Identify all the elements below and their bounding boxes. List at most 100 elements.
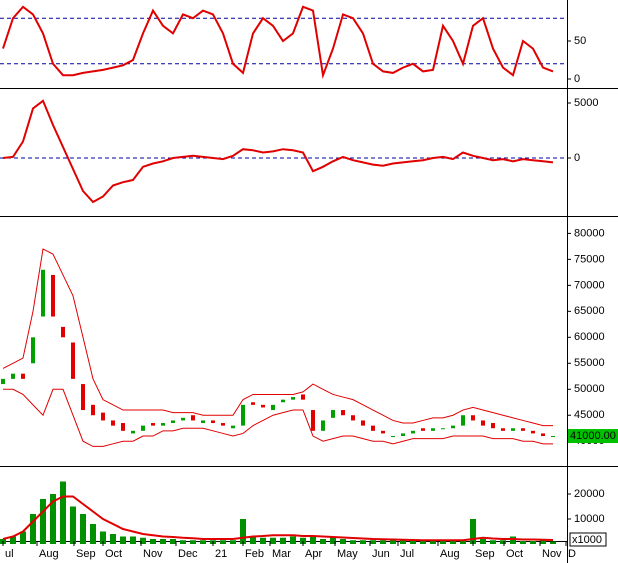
candle xyxy=(451,425,455,429)
y-tick-label: 50000 xyxy=(574,383,605,395)
candle xyxy=(371,425,375,431)
y-tick-label: 45000 xyxy=(574,409,605,421)
volume-bar xyxy=(50,494,56,544)
candle xyxy=(101,412,105,421)
volume-bar xyxy=(460,541,466,544)
indicator-line xyxy=(2,99,554,204)
volume-bar xyxy=(250,536,256,544)
candle xyxy=(291,397,295,400)
price-tag xyxy=(568,429,618,444)
volume-bar xyxy=(370,540,376,544)
candle xyxy=(31,337,35,364)
volume-bar xyxy=(300,537,306,544)
candle xyxy=(211,420,215,424)
candle xyxy=(161,423,165,426)
volume-bar xyxy=(60,481,66,544)
candle xyxy=(301,394,305,400)
volume-bar xyxy=(180,540,186,544)
candle xyxy=(11,373,15,379)
volume-ma xyxy=(2,495,554,542)
volume-bar xyxy=(310,536,316,544)
volume-bar xyxy=(190,540,196,544)
candle xyxy=(141,425,145,431)
volume-bar xyxy=(410,541,416,544)
candle xyxy=(231,425,235,429)
x-tick-label: Sep xyxy=(76,548,96,560)
unit-label: x1000 xyxy=(572,534,602,546)
x-tick-label: 21 xyxy=(215,548,227,560)
volume-bar xyxy=(230,540,236,544)
candle xyxy=(331,410,335,418)
volume-bar xyxy=(40,499,46,544)
x-tick-label: Jun xyxy=(372,548,390,560)
candle xyxy=(431,428,435,431)
candle xyxy=(81,384,85,411)
volume-bar xyxy=(350,540,356,544)
volume-bar xyxy=(540,540,546,544)
y-tick-label: 0 xyxy=(574,73,580,85)
candle xyxy=(491,423,495,429)
volume-bar xyxy=(130,536,136,544)
volume-bar xyxy=(290,536,296,544)
volume-bar xyxy=(550,541,556,544)
volume-bar xyxy=(400,540,406,544)
volume-bar xyxy=(430,541,436,544)
y-tick-label: 20000 xyxy=(574,488,605,500)
candle xyxy=(341,410,345,416)
y-tick-label: 60000 xyxy=(574,331,605,343)
candle xyxy=(441,428,445,430)
candle xyxy=(351,415,355,421)
volume-bar xyxy=(510,536,516,544)
candle xyxy=(51,274,55,317)
y-tick-label: 0 xyxy=(574,152,580,164)
candle xyxy=(541,433,545,437)
candle xyxy=(121,423,125,431)
volume-bar xyxy=(90,524,96,544)
candle xyxy=(531,430,535,434)
volume-bar xyxy=(120,536,126,544)
x-tick-label: Jul xyxy=(400,548,414,560)
candle xyxy=(251,402,255,405)
volume-bar xyxy=(380,540,386,544)
y-tick-label: 50 xyxy=(574,35,586,47)
y-tick-label: 70000 xyxy=(574,279,605,291)
candle xyxy=(481,420,485,426)
x-tick-label: Aug xyxy=(440,548,460,560)
candle xyxy=(191,415,195,421)
volume-bar xyxy=(420,541,426,544)
x-tick-label: Dec xyxy=(178,548,198,560)
candle xyxy=(111,420,115,426)
candle xyxy=(61,326,65,338)
y-tick-label: 80000 xyxy=(574,227,605,239)
candle xyxy=(281,399,285,403)
volume-bar xyxy=(340,539,346,544)
volume-bar xyxy=(150,539,156,544)
volume-bar xyxy=(200,540,206,544)
candle xyxy=(201,420,205,424)
volume-bar xyxy=(270,537,276,544)
volume-bar xyxy=(10,536,16,544)
volume-bar xyxy=(140,537,146,544)
candle xyxy=(41,269,45,317)
y-tick-label: 55000 xyxy=(574,357,605,369)
candle xyxy=(91,404,95,416)
volume-bar xyxy=(320,539,326,544)
x-tick-label: Nov xyxy=(143,548,163,560)
volume-bar xyxy=(280,537,286,544)
price-tag-label: 41000.00 xyxy=(570,430,616,442)
candle xyxy=(421,428,425,431)
x-tick-label: Sep xyxy=(475,548,495,560)
y-tick-label: 5000 xyxy=(574,97,598,109)
volume-bar xyxy=(160,539,166,544)
x-tick-label: Mar xyxy=(272,548,291,560)
candle xyxy=(511,428,515,431)
x-tick-label: Oct xyxy=(506,548,523,560)
volume-bar xyxy=(100,531,106,544)
candle xyxy=(1,378,5,385)
candle xyxy=(171,420,175,424)
x-tick-label: Nov xyxy=(542,548,562,560)
volume-bar xyxy=(390,540,396,544)
volume-bar xyxy=(220,540,226,544)
